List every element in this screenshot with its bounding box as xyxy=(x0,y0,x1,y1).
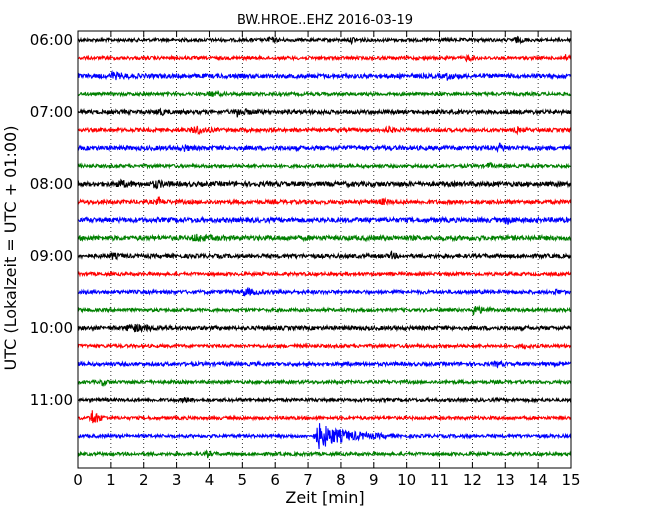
x-tick-label: 15 xyxy=(561,471,580,489)
x-tick-label: 13 xyxy=(496,471,515,489)
trace-0945 xyxy=(77,304,572,316)
x-tick-label: 5 xyxy=(238,471,248,489)
x-tick-label: 10 xyxy=(397,471,416,489)
grid-layer xyxy=(110,31,539,468)
x-tick-label: 14 xyxy=(529,471,548,489)
trace-layer xyxy=(77,35,572,459)
x-tick-label: 4 xyxy=(205,471,215,489)
trace-1130 xyxy=(77,423,572,450)
trace-0830 xyxy=(77,215,572,225)
trace-0800 xyxy=(77,178,572,190)
x-tick-label: 1 xyxy=(106,471,116,489)
x-tick-label: 0 xyxy=(73,471,83,489)
trace-0915 xyxy=(77,270,572,278)
trace-1000 xyxy=(77,323,572,334)
trace-1045 xyxy=(77,378,572,388)
trace-0630 xyxy=(77,69,572,81)
x-tick-label: 8 xyxy=(336,471,346,489)
trace-0715 xyxy=(77,125,572,136)
chart-title: BW.HROE..EHZ 2016-03-19 xyxy=(237,13,413,28)
y-tick-label: 10:00 xyxy=(30,319,73,337)
trace-0600 xyxy=(77,35,572,46)
x-tick-label: 7 xyxy=(303,471,313,489)
x-tick-label: 3 xyxy=(172,471,182,489)
trace-1015 xyxy=(77,342,572,351)
y-tick-label: 07:00 xyxy=(30,103,73,121)
y-tick-label: 09:00 xyxy=(30,247,73,265)
trace-0815 xyxy=(77,195,572,207)
trace-0745 xyxy=(77,161,572,170)
x-tick-label: 11 xyxy=(430,471,449,489)
x-tick-label: 12 xyxy=(463,471,482,489)
trace-0900 xyxy=(77,250,572,261)
x-tick-label: 6 xyxy=(270,471,280,489)
trace-1030 xyxy=(77,359,572,369)
trace-0645 xyxy=(77,89,572,98)
plot-frame xyxy=(77,30,572,469)
x-tick-label: 9 xyxy=(369,471,379,489)
trace-0615 xyxy=(77,53,572,63)
trace-1115 xyxy=(77,410,572,424)
trace-0930 xyxy=(77,286,572,297)
x-axis: 0 1 2 3 4 5 6 7 8 9 10 11 12 13 14 15 xyxy=(73,31,581,489)
x-tick-label: 2 xyxy=(139,471,149,489)
trace-0845 xyxy=(77,233,572,243)
y-axis-label: UTC (Lokalzeit = UTC + 01:00) xyxy=(1,126,20,371)
y-tick-label: 06:00 xyxy=(30,31,73,49)
y-axis: 06:00 07:00 08:00 09:00 10:00 11:00 xyxy=(30,31,571,409)
trace-0700 xyxy=(77,107,572,118)
y-tick-label: 08:00 xyxy=(30,175,73,193)
trace-1100 xyxy=(77,396,572,404)
y-tick-label: 11:00 xyxy=(30,391,73,409)
trace-1145 xyxy=(77,449,572,459)
trace-0730 xyxy=(77,142,572,153)
x-axis-label: Zeit [min] xyxy=(285,488,364,507)
